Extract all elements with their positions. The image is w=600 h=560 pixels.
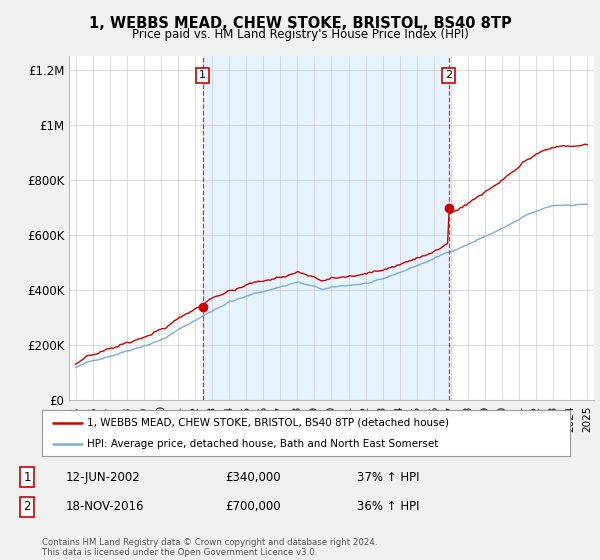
- Text: £700,000: £700,000: [225, 500, 281, 514]
- Text: 18-NOV-2016: 18-NOV-2016: [66, 500, 145, 514]
- Text: 37% ↑ HPI: 37% ↑ HPI: [357, 470, 419, 484]
- Text: 1, WEBBS MEAD, CHEW STOKE, BRISTOL, BS40 8TP: 1, WEBBS MEAD, CHEW STOKE, BRISTOL, BS40…: [89, 16, 511, 31]
- Text: HPI: Average price, detached house, Bath and North East Somerset: HPI: Average price, detached house, Bath…: [87, 439, 438, 449]
- Text: 2: 2: [445, 71, 452, 80]
- Text: 12-JUN-2002: 12-JUN-2002: [66, 470, 141, 484]
- Text: 1: 1: [199, 71, 206, 80]
- Text: £340,000: £340,000: [225, 470, 281, 484]
- Text: 2: 2: [23, 500, 31, 514]
- Text: 36% ↑ HPI: 36% ↑ HPI: [357, 500, 419, 514]
- Bar: [203, 56, 449, 400]
- Text: Contains HM Land Registry data © Crown copyright and database right 2024.
This d: Contains HM Land Registry data © Crown c…: [42, 538, 377, 557]
- Text: Price paid vs. HM Land Registry's House Price Index (HPI): Price paid vs. HM Land Registry's House …: [131, 28, 469, 41]
- Text: 1, WEBBS MEAD, CHEW STOKE, BRISTOL, BS40 8TP (detached house): 1, WEBBS MEAD, CHEW STOKE, BRISTOL, BS40…: [87, 418, 449, 428]
- Text: 1: 1: [23, 470, 31, 484]
